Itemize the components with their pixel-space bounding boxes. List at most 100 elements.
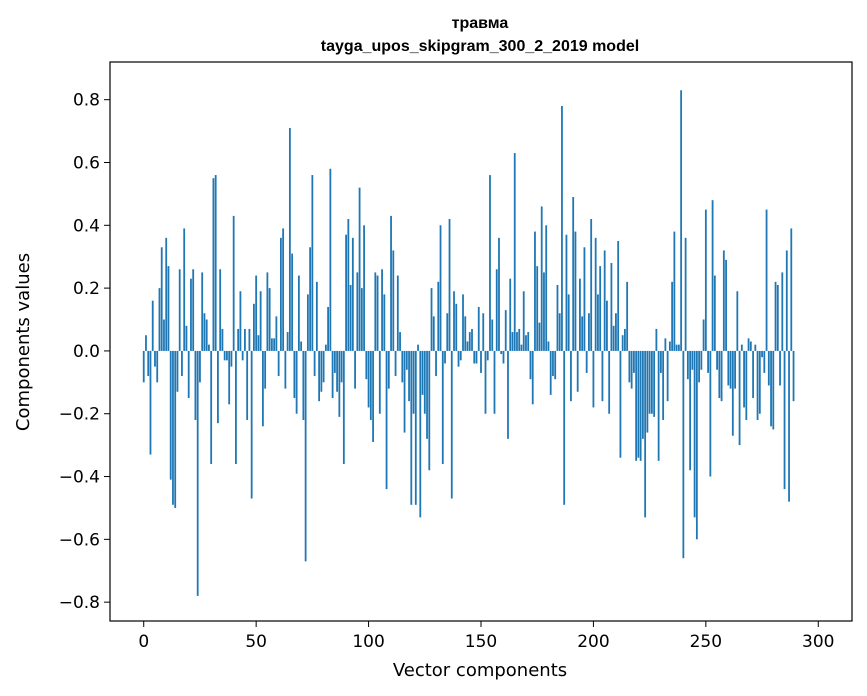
bar-99 <box>365 350 368 380</box>
bar-5 <box>154 350 156 367</box>
bar-253 <box>711 200 714 351</box>
bar-191 <box>572 197 575 351</box>
bar-13 <box>172 350 174 505</box>
bar-265 <box>738 350 741 446</box>
bar-7 <box>158 288 161 351</box>
bar-106 <box>381 269 383 351</box>
bar-212 <box>619 350 622 458</box>
bar-283 <box>779 350 781 386</box>
bar-249 <box>702 319 705 351</box>
bar-217 <box>630 350 633 389</box>
bar-261 <box>729 350 732 389</box>
bar-170 <box>525 335 527 351</box>
y-tick-label: 0.8 <box>73 91 100 111</box>
bar-77 <box>315 281 318 351</box>
bar-30 <box>210 350 213 464</box>
bar-246 <box>695 350 698 540</box>
bar-46 <box>246 350 249 421</box>
bar-260 <box>727 350 730 386</box>
bar-163 <box>509 278 512 351</box>
bar-210 <box>615 313 617 351</box>
bar-43 <box>239 291 242 351</box>
bar-168 <box>520 344 523 351</box>
bar-150 <box>480 350 482 373</box>
bar-192 <box>574 231 577 351</box>
bar-49 <box>253 303 255 351</box>
bar-55 <box>266 272 269 351</box>
bar-110 <box>390 215 392 351</box>
bar-190 <box>570 350 572 402</box>
bar-278 <box>767 350 770 386</box>
bar-171 <box>527 332 530 351</box>
bar-137 <box>450 350 453 499</box>
bar-189 <box>567 294 570 351</box>
bar-47 <box>248 328 251 351</box>
bar-231 <box>662 350 665 421</box>
bar-8 <box>160 247 163 351</box>
bar-67 <box>293 350 296 399</box>
bar-10 <box>165 237 168 351</box>
y-tick-label: −0.4 <box>59 468 100 488</box>
bar-182 <box>552 350 554 377</box>
bar-33 <box>217 350 219 424</box>
bar-116 <box>403 350 406 433</box>
bar-213 <box>621 335 624 351</box>
bar-52 <box>259 291 262 351</box>
bar-1 <box>145 335 147 351</box>
bar-201 <box>594 237 597 351</box>
bar-188 <box>565 234 568 351</box>
bar-243 <box>689 350 692 471</box>
bar-111 <box>392 250 395 351</box>
bar-211 <box>617 241 620 351</box>
bar-240 <box>682 350 685 559</box>
plot-frame <box>109 61 853 622</box>
bar-268 <box>745 350 748 421</box>
bar-115 <box>401 350 404 383</box>
bar-287 <box>788 350 790 502</box>
bar-161 <box>504 310 507 351</box>
bar-221 <box>639 350 642 461</box>
bar-204 <box>601 350 604 402</box>
bar-177 <box>540 206 543 351</box>
bar-64 <box>286 332 289 351</box>
bar-18 <box>183 228 186 351</box>
bar-238 <box>677 344 680 351</box>
bar-36 <box>223 350 226 361</box>
bar-72 <box>304 350 307 562</box>
bar-159 <box>500 350 503 355</box>
bar-22 <box>192 269 195 351</box>
bar-41 <box>235 350 237 464</box>
y-tick-label: −0.6 <box>59 530 100 550</box>
bar-183 <box>554 350 557 380</box>
bar-144 <box>466 341 469 351</box>
bar-202 <box>597 294 599 351</box>
bar-138 <box>453 291 455 351</box>
bar-4 <box>151 300 154 351</box>
bar-97 <box>360 288 363 351</box>
bar-28 <box>205 319 208 351</box>
bar-109 <box>387 350 390 389</box>
bar-119 <box>410 350 413 505</box>
bar-155 <box>491 319 494 351</box>
bar-87 <box>338 350 341 417</box>
bar-284 <box>781 272 784 351</box>
bar-37 <box>226 350 228 361</box>
bar-266 <box>740 344 743 351</box>
bar-236 <box>673 231 676 351</box>
bar-93 <box>351 237 354 351</box>
y-tick-label: 0.0 <box>73 342 100 362</box>
bar-166 <box>516 332 518 351</box>
chart-subtitle: tayga_upos_skipgram_300_2_2019 model <box>321 38 639 55</box>
bar-127 <box>428 350 431 471</box>
bar-149 <box>477 306 480 351</box>
bar-130 <box>435 350 437 377</box>
bar-173 <box>531 350 534 405</box>
bar-26 <box>201 272 204 351</box>
bar-252 <box>709 350 712 477</box>
bar-118 <box>408 350 410 402</box>
bar-181 <box>549 350 552 395</box>
bar-74 <box>309 247 312 351</box>
bar-167 <box>518 328 521 351</box>
bar-147 <box>473 350 476 364</box>
